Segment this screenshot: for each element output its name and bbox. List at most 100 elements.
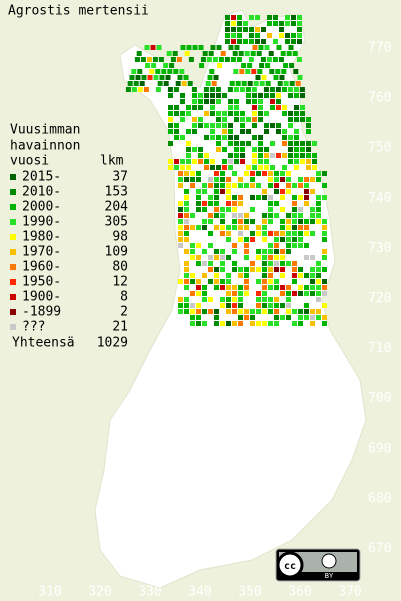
observation-cell [316, 207, 321, 212]
observation-cell [238, 225, 243, 230]
observation-cell [216, 123, 221, 128]
observation-cell [234, 141, 239, 146]
observation-cell [291, 39, 296, 44]
observation-cell [222, 129, 227, 134]
observation-cell [262, 219, 267, 224]
observation-cell [248, 57, 254, 62]
y-coordinate-label: 670 [368, 542, 391, 557]
observation-cell [298, 177, 303, 182]
observation-cell [180, 135, 185, 140]
observation-cell [312, 153, 317, 158]
observation-cell [310, 255, 315, 260]
legend-label: 1980- [22, 230, 61, 245]
observation-cell [238, 309, 243, 314]
observation-cell [210, 123, 215, 128]
observation-cell [196, 261, 201, 266]
observation-cell [226, 255, 231, 260]
observation-cell [151, 63, 157, 68]
observation-cell [190, 309, 195, 314]
observation-cell [188, 57, 194, 62]
observation-cell [298, 309, 303, 314]
observation-cell [196, 201, 201, 206]
observation-cell [264, 93, 269, 98]
observation-cell [322, 267, 327, 272]
observation-cell [306, 153, 311, 158]
observation-cell [274, 237, 279, 242]
observation-cell [250, 183, 255, 188]
observation-cell [228, 105, 233, 110]
observation-cell [238, 219, 243, 224]
observation-cell [300, 147, 305, 152]
observation-cell [283, 63, 289, 68]
observation-cell [210, 93, 215, 98]
observation-cell [258, 135, 263, 140]
observation-cell [240, 111, 245, 116]
legend-swatch [10, 264, 16, 270]
observation-cell [184, 189, 189, 194]
observation-cell [298, 273, 303, 278]
observation-cell [282, 111, 287, 116]
observation-cell [220, 189, 225, 194]
observation-cell [234, 105, 239, 110]
observation-cell [238, 201, 243, 206]
observation-cell [184, 309, 189, 314]
legend-swatch [10, 174, 16, 180]
observation-cell [274, 267, 279, 272]
observation-cell [252, 105, 257, 110]
legend-label: 1900- [22, 290, 61, 305]
observation-cell [186, 159, 191, 164]
observation-cell [208, 177, 213, 182]
observation-cell [310, 219, 315, 224]
observation-cell [184, 303, 189, 308]
observation-cell [298, 315, 303, 320]
observation-cell [304, 231, 309, 236]
observation-cell [202, 183, 207, 188]
observation-cell [244, 273, 249, 278]
observation-cell [175, 81, 181, 86]
observation-cell [136, 51, 142, 56]
observation-cell [202, 321, 207, 326]
observation-cell [268, 213, 273, 218]
observation-cell [206, 57, 212, 62]
observation-cell [244, 219, 249, 224]
observation-cell [278, 57, 284, 62]
observation-cell [180, 45, 186, 50]
observation-cell [252, 99, 257, 104]
observation-cell [297, 15, 302, 20]
observation-cell [304, 225, 309, 230]
observation-cell [204, 93, 209, 98]
observation-cell [298, 195, 303, 200]
observation-cell [232, 219, 237, 224]
observation-cell [250, 207, 255, 212]
observation-cell [226, 231, 231, 236]
observation-cell [276, 99, 281, 104]
observation-cell [312, 159, 317, 164]
observation-cell [210, 99, 215, 104]
observation-cell [178, 177, 183, 182]
observation-cell [285, 15, 290, 20]
observation-cell [234, 45, 240, 50]
legend-count: 37 [112, 170, 128, 185]
observation-cell [288, 159, 293, 164]
observation-cell [210, 135, 215, 140]
x-coordinate-label: 360 [288, 585, 311, 600]
observation-cell [226, 321, 231, 326]
observation-cell [186, 147, 191, 152]
observation-cell [220, 183, 225, 188]
observation-cell [280, 255, 285, 260]
observation-cell [274, 303, 279, 308]
observation-cell [274, 177, 279, 182]
observation-cell [218, 57, 224, 62]
observation-cell [220, 255, 225, 260]
observation-cell [288, 147, 293, 152]
observation-cell [208, 255, 213, 260]
observation-cell [191, 87, 197, 92]
observation-cell [297, 39, 302, 44]
observation-cell [274, 261, 279, 266]
observation-cell [274, 213, 279, 218]
observation-cell [184, 213, 189, 218]
observation-cell [280, 207, 285, 212]
observation-cell [273, 15, 278, 20]
observation-cell [222, 123, 227, 128]
observation-cell [292, 225, 297, 230]
